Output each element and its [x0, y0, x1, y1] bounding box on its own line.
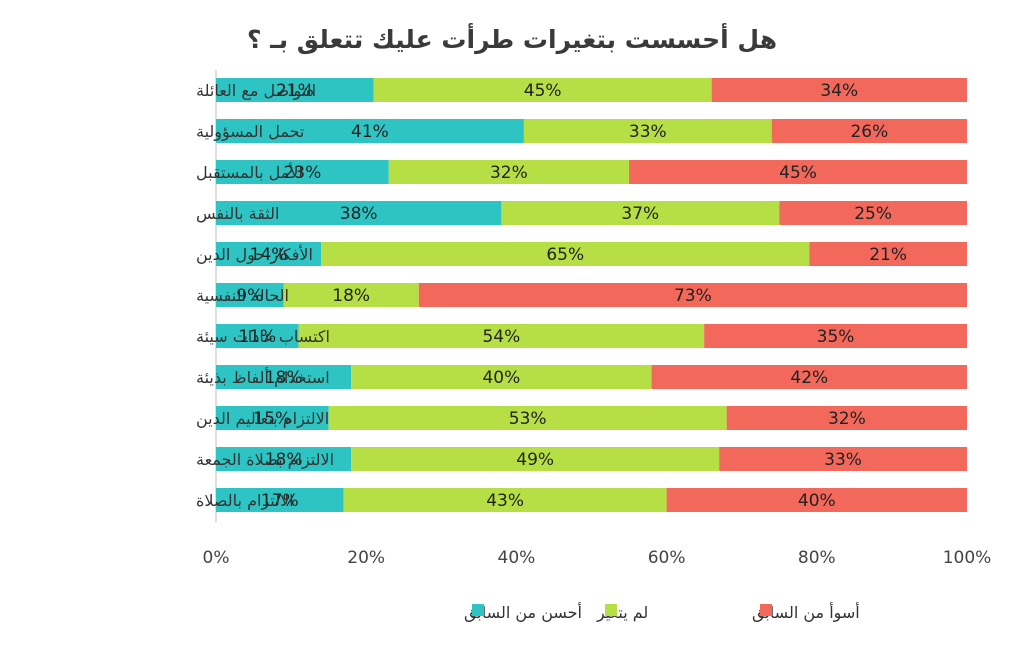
- bar-segment: [216, 365, 352, 389]
- category-label: التواصل مع العائلة: [196, 81, 316, 101]
- category-label: اكتساب عادات سيئة: [196, 327, 330, 346]
- category-label: الالتزام بصلاة الجمعة: [196, 450, 334, 470]
- bars-group: 21% 45% 34% 41% 33% 26% 23% 32% 45% 38% 37% 25% 14% 6…: [216, 78, 967, 512]
- bar-segment: [216, 201, 502, 225]
- category-label: الثقة بالنفس: [196, 204, 279, 224]
- bar-segment: [216, 242, 322, 266]
- data-label: 32%: [490, 163, 528, 183]
- data-label: 14%: [250, 245, 288, 265]
- chart-title: هل أحسست بتغيرات طرأت عليك تتعلق بـ ؟: [247, 23, 777, 55]
- bar-segment: [351, 447, 720, 471]
- category-label: الالتزام بالصلاة: [196, 491, 294, 511]
- data-label: 26%: [850, 122, 888, 142]
- bar-segment: [629, 160, 967, 184]
- category-label: الحالة النفسية: [196, 286, 289, 305]
- bar-segment: [666, 488, 967, 512]
- bar-segment: [343, 488, 667, 512]
- category-labels: التواصل مع العائلة تحمل المسؤولية الأمل با…: [196, 81, 334, 511]
- data-label: 9%: [236, 286, 263, 306]
- bar-segment: [216, 447, 352, 471]
- bar-segment: [726, 406, 967, 430]
- data-label: 25%: [854, 204, 892, 224]
- data-label: 73%: [674, 286, 712, 306]
- legend-label: أسوأ من السابق: [752, 602, 860, 623]
- x-tick-label: 20%: [347, 548, 385, 568]
- data-label: 45%: [524, 81, 562, 101]
- bar-segment: [328, 406, 727, 430]
- data-label: 17%: [261, 491, 299, 511]
- bar-segment: [216, 283, 284, 307]
- data-label: 43%: [486, 491, 524, 511]
- data-label: 45%: [779, 163, 817, 183]
- bar-segment: [809, 242, 967, 266]
- data-label: 40%: [482, 368, 520, 388]
- data-label: 21%: [869, 245, 907, 265]
- data-label: 38%: [340, 204, 378, 224]
- bar-segment: [719, 447, 967, 471]
- category-label: استخدام ألفاظ بذيئة: [196, 367, 330, 387]
- category-label: تحمل المسؤولية: [196, 122, 304, 142]
- legend-swatch: [605, 604, 617, 616]
- x-tick-label: 40%: [498, 548, 536, 568]
- data-label: 40%: [798, 491, 836, 511]
- bar-segment: [711, 78, 967, 102]
- bar-segment: [388, 160, 630, 184]
- bar-segment: [321, 242, 810, 266]
- category-label: الأفكار حول الدين: [196, 244, 313, 265]
- data-label: 32%: [828, 409, 866, 429]
- data-label: 18%: [265, 450, 303, 470]
- data-label: 54%: [482, 327, 520, 347]
- bar-segment: [704, 324, 967, 348]
- data-label: 65%: [546, 245, 584, 265]
- legend-label: لم يتغير: [596, 603, 648, 623]
- bar-segment: [283, 283, 419, 307]
- bar-segment: [779, 201, 967, 225]
- data-label: 33%: [824, 450, 862, 470]
- data-label: 34%: [820, 81, 858, 101]
- data-label: 41%: [351, 122, 389, 142]
- category-label: الأمل بالمستقبل: [196, 162, 303, 182]
- bar-segment: [651, 365, 967, 389]
- bar-segment: [216, 160, 389, 184]
- bar-segment: [216, 78, 374, 102]
- bar-segment: [216, 406, 329, 430]
- data-label: 37%: [621, 204, 659, 224]
- bar-segment: [298, 324, 705, 348]
- x-tick-label: 60%: [648, 548, 686, 568]
- data-label: 35%: [817, 327, 855, 347]
- x-tick-label: 80%: [798, 548, 836, 568]
- data-label: 53%: [509, 409, 547, 429]
- bar-segment: [523, 119, 772, 143]
- legend-swatch: [760, 604, 772, 616]
- legend: أحسن من السابق لم يتغير أسوأ من السابق: [464, 602, 860, 623]
- data-label: 23%: [283, 163, 321, 183]
- legend-label: أحسن من السابق: [464, 602, 582, 623]
- category-label: الالتزام بتعاليم الدين: [196, 409, 329, 429]
- bar-segment: [216, 488, 344, 512]
- data-label: 18%: [265, 368, 303, 388]
- data-label: 15%: [253, 409, 291, 429]
- x-tick-label: 0%: [203, 548, 230, 568]
- x-tick-label: 100%: [943, 548, 992, 568]
- bar-segment: [216, 119, 524, 143]
- legend-swatch: [472, 604, 484, 616]
- bar-segment: [351, 365, 652, 389]
- data-label: 18%: [332, 286, 370, 306]
- data-label: 11%: [238, 327, 276, 347]
- bar-segment: [216, 324, 299, 348]
- data-label: 21%: [276, 81, 314, 101]
- bar-segment: [373, 78, 712, 102]
- bar-segment: [771, 119, 967, 143]
- bar-segment: [418, 283, 967, 307]
- data-label: 33%: [629, 122, 667, 142]
- x-axis-ticks: 0% 20% 40% 60% 80% 100%: [203, 548, 992, 568]
- bar-segment: [501, 201, 780, 225]
- data-label: 49%: [516, 450, 554, 470]
- data-label: 42%: [790, 368, 828, 388]
